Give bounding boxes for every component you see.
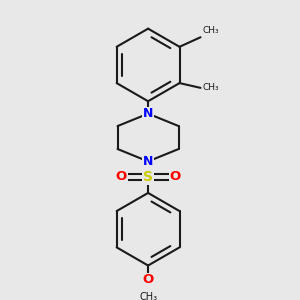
Text: O: O xyxy=(142,273,154,286)
Text: N: N xyxy=(143,107,153,120)
Text: S: S xyxy=(143,170,153,184)
Text: CH₃: CH₃ xyxy=(202,26,219,35)
Text: O: O xyxy=(169,170,181,183)
Text: O: O xyxy=(116,170,127,183)
Text: CH₃: CH₃ xyxy=(139,292,157,300)
Text: CH₃: CH₃ xyxy=(202,83,219,92)
Text: N: N xyxy=(143,155,153,168)
